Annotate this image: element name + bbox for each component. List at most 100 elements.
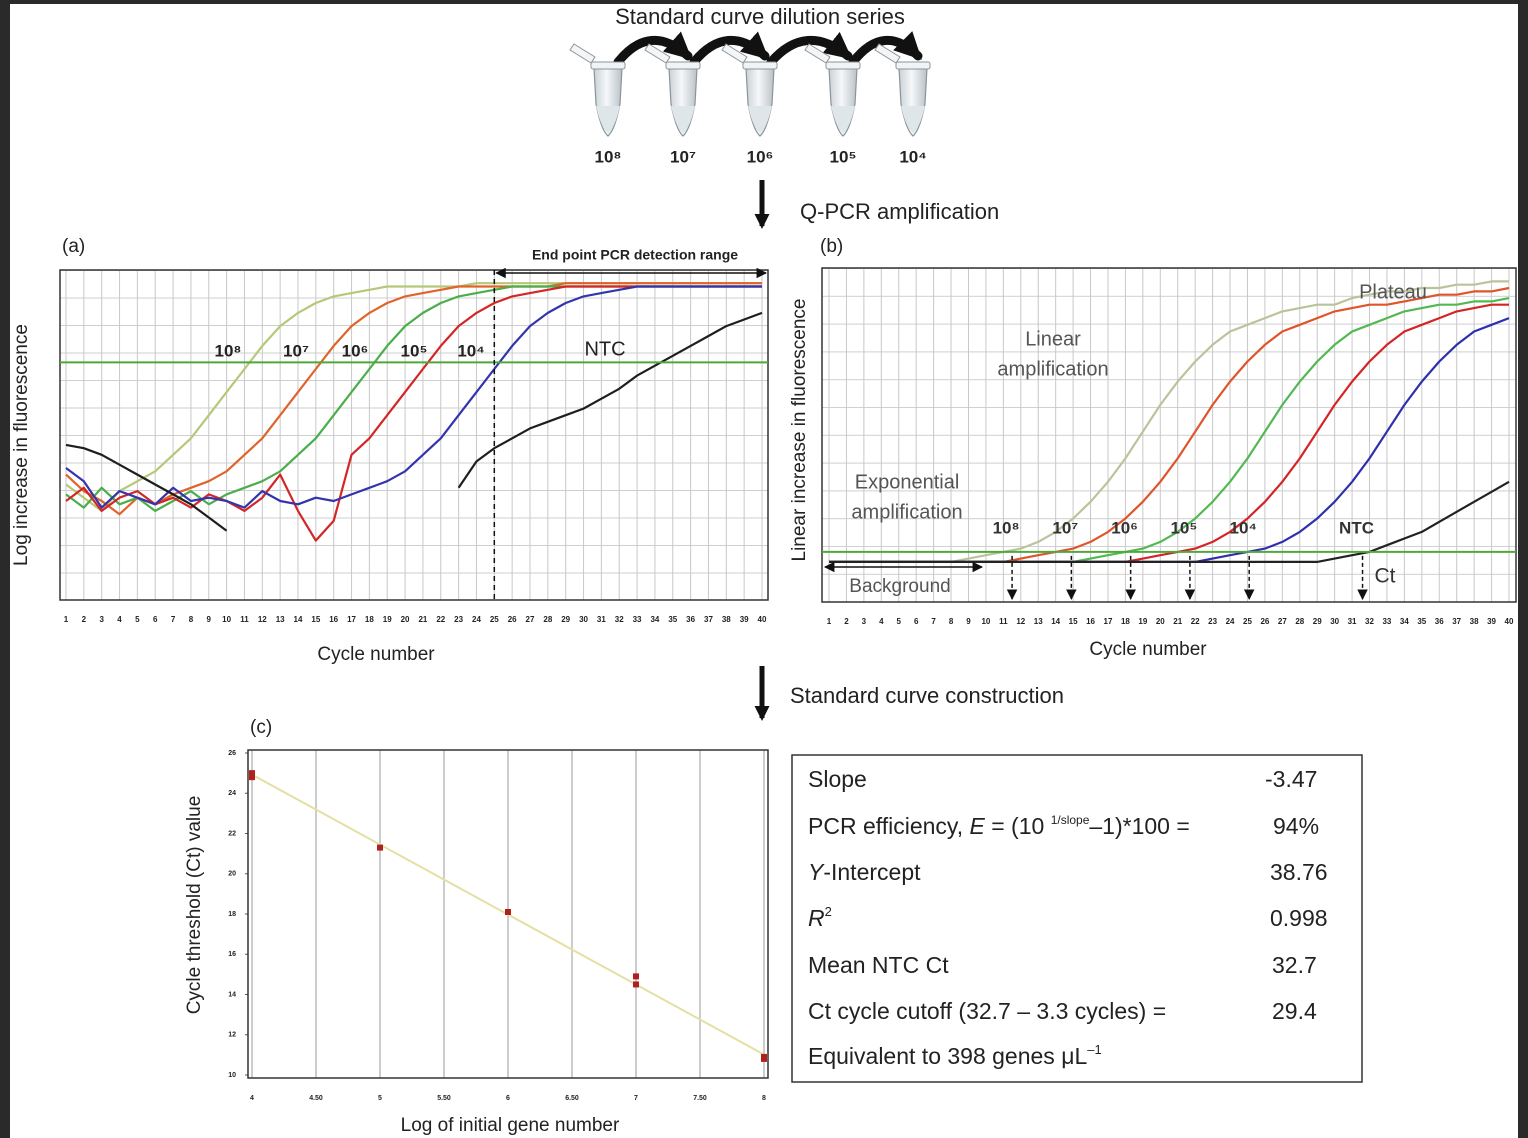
x-tick-label: 30 — [1330, 617, 1339, 626]
x-tick-label: 33 — [1382, 617, 1391, 626]
chart-panel: 4 4.50 5 5.50 6 6.50 7 7.50 8 10 12 14 16 18 20 22 24 26 (… — [184, 717, 769, 1136]
x-tick-label: 9 — [207, 615, 212, 624]
x-tick-label: 1 — [64, 615, 69, 624]
label-part: Equivalent to 398 genes μL — [808, 1043, 1087, 1069]
series-label: 10⁷ — [1052, 518, 1078, 537]
x-axis-title: Cycle number — [1089, 639, 1207, 660]
x-tick-label: 5 — [897, 617, 902, 626]
x-axis-title: Cycle number — [317, 644, 435, 665]
chart-panel: 1 2 3 4 5 6 7 8 9 10 11 12 13 14 15 16 17 18 19 20 21 22 23 24 2… — [789, 236, 1517, 660]
label-part: R — [808, 905, 825, 931]
tube-labels: 10⁸ 10⁷ 10⁶ 10⁵ 10⁴ — [595, 147, 927, 166]
y-tick-label: 18 — [228, 911, 236, 918]
x-tick-label: 12 — [258, 615, 267, 624]
series-label: 10⁶ — [342, 341, 369, 360]
annotation: Exponential — [855, 471, 960, 493]
x-tick-label: 20 — [1156, 617, 1165, 626]
x-tick-label: 32 — [615, 615, 624, 624]
x-tick-label: 35 — [1417, 617, 1426, 626]
x-tick-label: 32 — [1365, 617, 1374, 626]
results-table — [791, 754, 1363, 1083]
x-tick-label: 23 — [1208, 617, 1217, 626]
x-tick-label: 1 — [827, 617, 832, 626]
x-tick-label: 7 — [171, 615, 176, 624]
series-label: 10⁴ — [457, 341, 484, 360]
x-tick-label: 18 — [1121, 617, 1130, 626]
x-tick-label: 38 — [722, 615, 731, 624]
series-label: 10⁴ — [1230, 518, 1257, 537]
series-label: NTC — [1339, 518, 1374, 537]
row-label: R2 — [808, 904, 832, 931]
annotation: Ct — [1375, 565, 1396, 588]
x-tick-label: 16 — [329, 615, 338, 624]
label-part: 2 — [825, 904, 832, 919]
x-tick-label: 15 — [1069, 617, 1078, 626]
x-tick-label: 31 — [597, 615, 606, 624]
plot-background — [60, 270, 768, 600]
series-line — [65, 311, 763, 532]
chart-panel: 1 2 3 4 5 6 7 8 9 10 11 12 13 14 15 16 17 18 19 20 21 22 23 24 2… — [11, 236, 769, 665]
data-point — [633, 981, 639, 988]
x-tick-label: 15 — [311, 615, 320, 624]
x-tick-label: 5.50 — [437, 1095, 451, 1102]
x-tick-label: 9 — [966, 617, 971, 626]
x-tick-label: 33 — [633, 615, 642, 624]
x-tick-label: 3 — [862, 617, 867, 626]
x-tick-label: 14 — [1051, 617, 1060, 626]
x-tick-label: 28 — [543, 615, 552, 624]
row-value: 32.7 — [1272, 952, 1317, 978]
data-point — [633, 973, 639, 980]
x-tick-label: 18 — [365, 615, 374, 624]
row-value: 29.4 — [1272, 998, 1317, 1024]
label-part: Slope — [808, 766, 867, 792]
annotation: amplification — [997, 358, 1108, 380]
tube-label: 10⁷ — [670, 147, 696, 166]
plot-background — [822, 268, 1516, 602]
x-tick-label: 37 — [704, 615, 713, 624]
annotation: amplification — [851, 501, 962, 523]
y-axis-title: Log increase in fluorescence — [11, 324, 32, 566]
x-tick-label: 10 — [222, 615, 231, 624]
x-tick-label: 35 — [668, 615, 677, 624]
x-tick-label: 6.50 — [565, 1095, 579, 1102]
data-point — [505, 908, 511, 915]
x-tick-label: 2 — [82, 615, 87, 624]
y-tick-label: 10 — [228, 1072, 236, 1079]
x-tick-label: 4 — [879, 617, 884, 626]
series-label: 10⁶ — [1111, 518, 1138, 537]
x-tick-label: 8 — [189, 615, 194, 624]
x-tick-label: 39 — [740, 615, 749, 624]
row-value: -3.47 — [1265, 766, 1317, 792]
y-tick-label: 20 — [228, 871, 236, 878]
x-tick-label: 26 — [1260, 617, 1269, 626]
row-label: Ct cycle cutoff (32.7 – 3.3 cycles) = — [808, 998, 1166, 1024]
x-tick-label: 8 — [949, 617, 954, 626]
row-value: 94% — [1273, 813, 1319, 839]
data-point — [249, 770, 255, 777]
x-tick-label: 22 — [1191, 617, 1200, 626]
tube-label: 10⁶ — [747, 147, 774, 166]
x-tick-label: 4 — [117, 615, 122, 624]
label-part: Mean NTC Ct — [808, 952, 949, 978]
series-label: 10⁸ — [215, 341, 242, 360]
x-tick-label: 13 — [1034, 617, 1043, 626]
annotation: Background — [849, 576, 950, 597]
plot-frame — [59, 269, 769, 601]
row-label: Slope — [808, 766, 867, 792]
x-tick-label: 4.50 — [309, 1095, 323, 1102]
detection-range-label: End point PCR detection range — [532, 247, 738, 263]
row-label: Y-Intercept — [808, 859, 921, 885]
x-tick-label: 3 — [99, 615, 104, 624]
y-tick-label: 16 — [228, 951, 236, 958]
series-label: 10⁵ — [1170, 518, 1197, 537]
x-tick-label: 14 — [294, 615, 303, 624]
label-part: Ct cycle cutoff (32.7 – 3.3 cycles) = — [808, 998, 1166, 1024]
label-part: = (10 — [985, 813, 1051, 839]
data-point — [249, 774, 255, 781]
x-tick-label: 17 — [347, 615, 356, 624]
x-tick-label: 36 — [1435, 617, 1444, 626]
x-tick-label: 6 — [506, 1095, 510, 1102]
x-tick-label: 40 — [1505, 617, 1514, 626]
